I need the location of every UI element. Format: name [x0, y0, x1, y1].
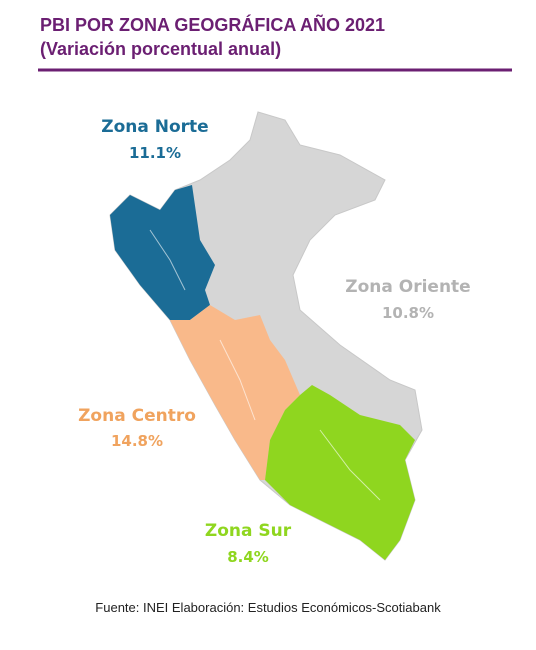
region-value: 11.1% — [129, 144, 181, 162]
region-name: Zona Oriente — [345, 277, 470, 297]
title: PBI POR ZONA GEOGRÁFICA AÑO 2021 — [40, 14, 385, 35]
map — [109, 111, 423, 561]
source: Fuente: INEI Elaboración: Estudios Econó… — [95, 600, 441, 615]
region-centro — [170, 305, 300, 480]
region-value: 10.8% — [382, 304, 434, 322]
region-sur — [265, 385, 415, 560]
region-name: Zona Norte — [101, 117, 208, 137]
subtitle: (Variación porcentual anual) — [40, 39, 281, 59]
region-norte — [110, 185, 215, 320]
region-value: 8.4% — [227, 548, 269, 566]
region-value: 14.8% — [111, 432, 163, 450]
region-border — [319, 429, 381, 501]
region-name: Zona Centro — [78, 406, 196, 426]
region-border — [149, 229, 186, 291]
region-border — [219, 339, 256, 421]
region-name: Zona Sur — [205, 521, 292, 541]
